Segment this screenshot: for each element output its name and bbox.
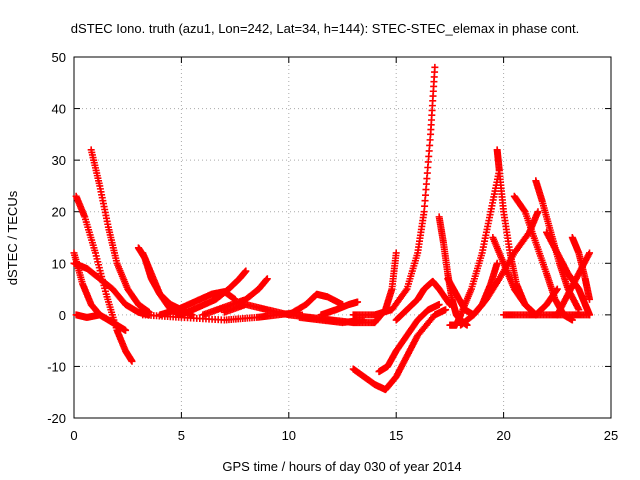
data-point [431, 63, 439, 71]
y-tick-label: 30 [52, 153, 66, 168]
x-tick-label: 25 [604, 428, 618, 443]
y-tick-label: 0 [59, 308, 66, 323]
chart-title: dSTEC Iono. truth (azu1, Lon=242, Lat=34… [71, 21, 579, 36]
axis-ticks: 0 5 10 15 20 25 -20 -10 0 10 20 30 40 50 [47, 50, 618, 443]
y-tick-label: 40 [52, 102, 66, 117]
data-point [493, 259, 501, 267]
data-point [586, 249, 594, 257]
x-tick-label: 0 [70, 428, 77, 443]
x-tick-label: 20 [496, 428, 510, 443]
y-axis-label: dSTEC / TECUs [5, 190, 20, 285]
grid [74, 57, 611, 418]
data-point [96, 311, 104, 319]
data-point [242, 267, 250, 275]
data-point [128, 357, 136, 365]
x-tick-label: 10 [282, 428, 296, 443]
plot-frame [73, 56, 612, 419]
y-tick-label: -20 [47, 411, 66, 426]
x-axis-label: GPS time / hours of day 030 of year 2014 [222, 459, 461, 474]
data-point [586, 295, 594, 303]
data-points [70, 63, 594, 394]
y-tick-label: 50 [52, 50, 66, 65]
x-tick-label: 5 [178, 428, 185, 443]
data-point [263, 275, 271, 283]
data-point [534, 208, 542, 216]
data-point [442, 306, 450, 314]
y-tick-label: 10 [52, 256, 66, 271]
data-point [122, 326, 130, 334]
data-point [392, 249, 400, 257]
data-point [586, 311, 594, 319]
data-point [402, 287, 410, 295]
data-point [435, 301, 443, 309]
data-point [354, 298, 362, 306]
x-tick-label: 15 [389, 428, 403, 443]
y-tick-label: -10 [47, 359, 66, 374]
y-tick-label: 20 [52, 205, 66, 220]
